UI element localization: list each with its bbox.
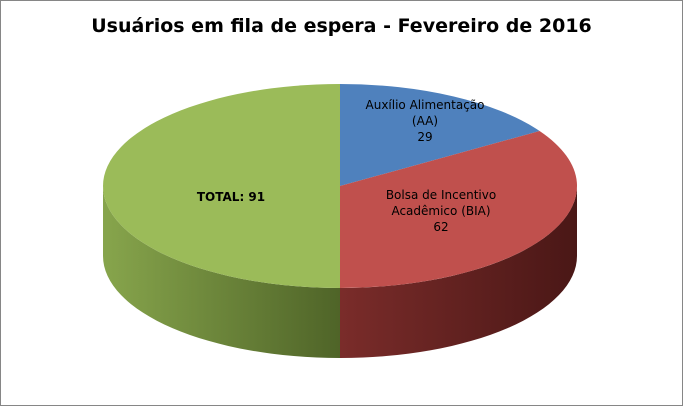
label-line: Acadêmico (BIA) — [391, 204, 491, 218]
chart-title: Usuários em fila de espera - Fevereiro d… — [91, 15, 592, 37]
label-line: (AA) — [411, 114, 439, 128]
label-value: 62 — [433, 220, 449, 234]
slice-side-2 — [103, 186, 340, 358]
label-line: Bolsa de Incentivo — [385, 188, 497, 202]
slice-label-total: TOTAL: 91 — [197, 189, 265, 205]
label-value: 29 — [417, 130, 433, 144]
label-line: TOTAL: 91 — [196, 190, 266, 204]
slice-2 — [103, 84, 340, 288]
slice-label-bia: Bolsa de Incentivo Acadêmico (BIA) 62 — [386, 187, 496, 235]
slice-1 — [340, 131, 578, 288]
label-line: Auxílio Alimentação — [365, 98, 485, 112]
slice-side-1 — [340, 186, 577, 358]
slice-0 — [340, 84, 540, 186]
slice-label-aa: Auxílio Alimentação (AA) 29 — [366, 97, 485, 145]
